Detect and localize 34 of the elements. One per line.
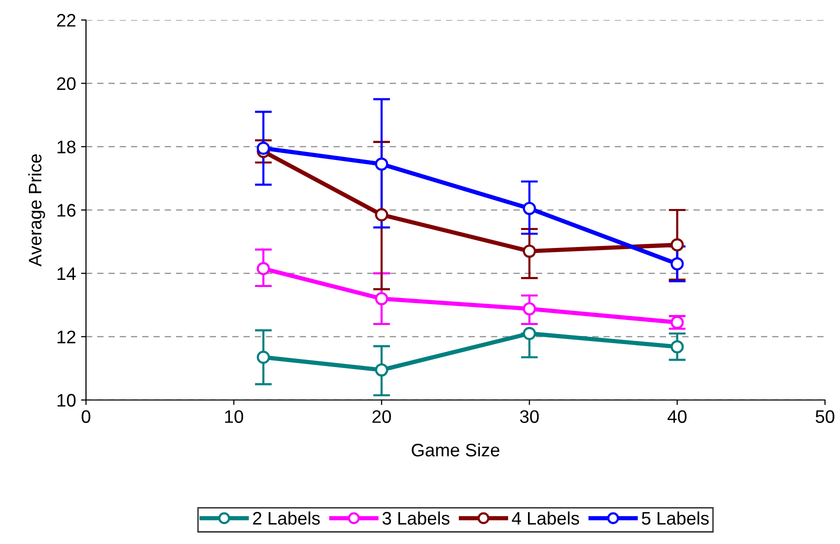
y-tick-label: 10: [58, 394, 76, 407]
x-tick-label: 50: [816, 410, 834, 423]
point: [256, 350, 270, 364]
y-tick-label: 12: [58, 330, 76, 344]
x-tick-label: 30: [520, 410, 539, 423]
x-tick-label: 10: [225, 410, 244, 423]
point: [670, 238, 684, 252]
y-tick-label: 20: [57, 77, 76, 90]
y-tick-label: 18: [58, 140, 76, 154]
y-tick-label: 16: [58, 204, 76, 217]
legend-label: 4 Labels: [512, 511, 580, 525]
point: [375, 292, 388, 306]
point: [522, 244, 536, 258]
point: [670, 316, 684, 330]
point: [670, 340, 684, 354]
y-tick-label: 22: [57, 14, 76, 27]
point: [522, 302, 536, 316]
y-axis-title: Average Price: [28, 154, 46, 267]
point: [375, 208, 388, 222]
point: [670, 257, 684, 270]
y-tick-label: 14: [58, 267, 76, 280]
x-tick-label: 40: [668, 410, 687, 423]
legend-label: 2 Labels: [253, 511, 320, 525]
point: [256, 262, 270, 276]
point: [522, 326, 536, 340]
x-tick-label: 0: [82, 410, 90, 423]
point: [256, 142, 270, 155]
point: [375, 157, 388, 171]
x-tick-label: 20: [372, 410, 391, 423]
legend-label: 3 Labels: [382, 511, 450, 525]
x-axis-title: Game Size: [412, 443, 500, 456]
legend-label: 5 Labels: [642, 511, 709, 525]
point: [522, 202, 536, 216]
point: [375, 363, 388, 377]
